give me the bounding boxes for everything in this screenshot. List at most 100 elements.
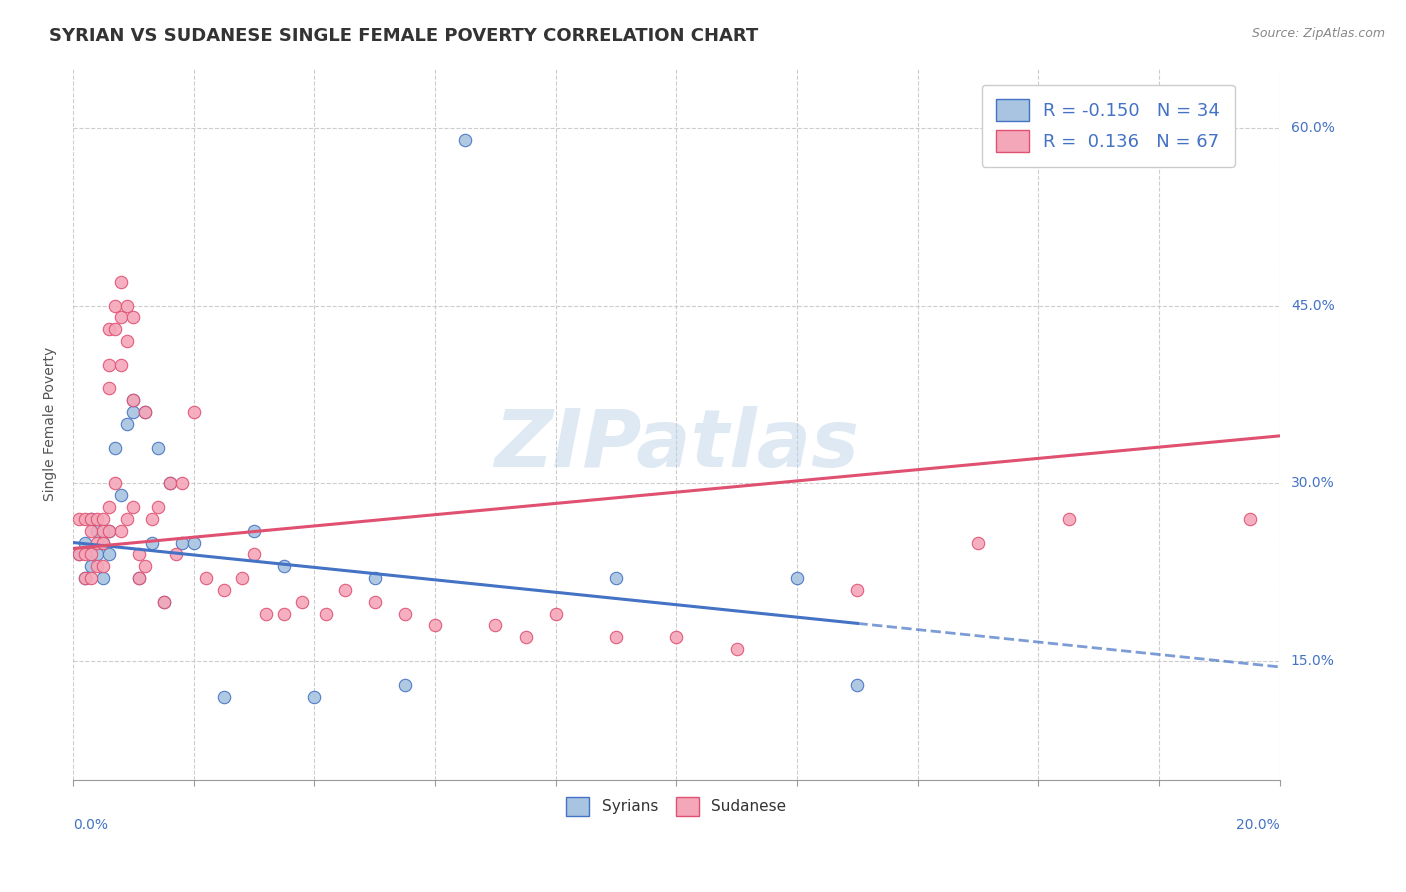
Point (967, 535, 990, 549)
Point (183, 535, 205, 549)
Point (75, 547, 97, 561)
Point (104, 476, 127, 491)
Point (98, 358, 121, 372)
Point (165, 547, 187, 561)
Point (394, 678, 416, 692)
Text: SYRIAN VS SUDANESE SINGLE FEMALE POVERTY CORRELATION CHART: SYRIAN VS SUDANESE SINGLE FEMALE POVERTY… (49, 27, 758, 45)
Point (128, 571, 150, 585)
Point (104, 299, 127, 313)
Point (80, 559, 103, 574)
Point (515, 630, 537, 644)
Point (122, 500, 145, 514)
Point (98, 547, 121, 561)
Point (91, 524, 114, 538)
Point (605, 571, 627, 585)
Text: 0.0%: 0.0% (73, 818, 108, 832)
Point (80, 512, 103, 526)
Point (110, 524, 132, 538)
Point (80, 512, 103, 526)
Text: 20.0%: 20.0% (1236, 818, 1279, 832)
Point (159, 476, 181, 491)
Point (80, 547, 103, 561)
Point (212, 690, 235, 704)
Point (128, 547, 150, 561)
Point (117, 299, 139, 313)
Point (91, 535, 114, 549)
Point (786, 571, 808, 585)
Point (117, 334, 139, 348)
Point (846, 678, 869, 692)
Point (110, 310, 132, 325)
Point (152, 595, 174, 609)
Point (423, 618, 446, 632)
Point (725, 642, 748, 657)
Point (1057, 512, 1080, 526)
Point (98, 524, 121, 538)
Text: 15.0%: 15.0% (1291, 654, 1334, 668)
Point (243, 524, 266, 538)
Point (544, 607, 567, 621)
Point (98, 524, 121, 538)
Point (194, 571, 217, 585)
Point (304, 690, 326, 704)
Point (254, 607, 277, 621)
Point (152, 595, 174, 609)
Point (134, 405, 156, 419)
Point (110, 358, 132, 372)
Point (146, 500, 169, 514)
Point (134, 405, 156, 419)
Point (291, 595, 314, 609)
Point (394, 607, 416, 621)
Point (122, 393, 145, 408)
Point (243, 547, 266, 561)
Point (98, 322, 121, 336)
Point (67, 547, 90, 561)
Point (86, 512, 108, 526)
Point (91, 535, 114, 549)
Point (86, 559, 108, 574)
Point (273, 559, 295, 574)
Point (183, 405, 205, 419)
Point (1239, 512, 1261, 526)
Point (67, 512, 90, 526)
Point (86, 524, 108, 538)
Point (128, 571, 150, 585)
Point (67, 547, 90, 561)
Point (91, 571, 114, 585)
Text: Source: ZipAtlas.com: Source: ZipAtlas.com (1251, 27, 1385, 40)
Point (122, 393, 145, 408)
Point (75, 535, 97, 549)
Point (110, 488, 132, 502)
Point (80, 571, 103, 585)
Point (159, 476, 181, 491)
Point (98, 382, 121, 396)
Point (212, 582, 235, 597)
Point (80, 524, 103, 538)
Point (91, 512, 114, 526)
Text: 45.0%: 45.0% (1291, 299, 1334, 312)
Point (141, 535, 163, 549)
Point (75, 571, 97, 585)
Point (91, 559, 114, 574)
Point (86, 535, 108, 549)
Point (231, 571, 253, 585)
Point (117, 512, 139, 526)
Legend: Syrians, Sudanese: Syrians, Sudanese (560, 791, 793, 822)
Point (170, 535, 193, 549)
Text: 60.0%: 60.0% (1291, 120, 1334, 135)
Point (665, 630, 688, 644)
Point (98, 500, 121, 514)
Point (273, 607, 295, 621)
Text: 30.0%: 30.0% (1291, 476, 1334, 491)
Point (846, 582, 869, 597)
Point (122, 405, 145, 419)
Point (364, 571, 387, 585)
Point (117, 417, 139, 431)
Point (104, 322, 127, 336)
Point (141, 512, 163, 526)
Point (605, 630, 627, 644)
Point (170, 476, 193, 491)
Point (484, 618, 506, 632)
Point (122, 310, 145, 325)
Text: ZIPatlas: ZIPatlas (494, 407, 859, 484)
